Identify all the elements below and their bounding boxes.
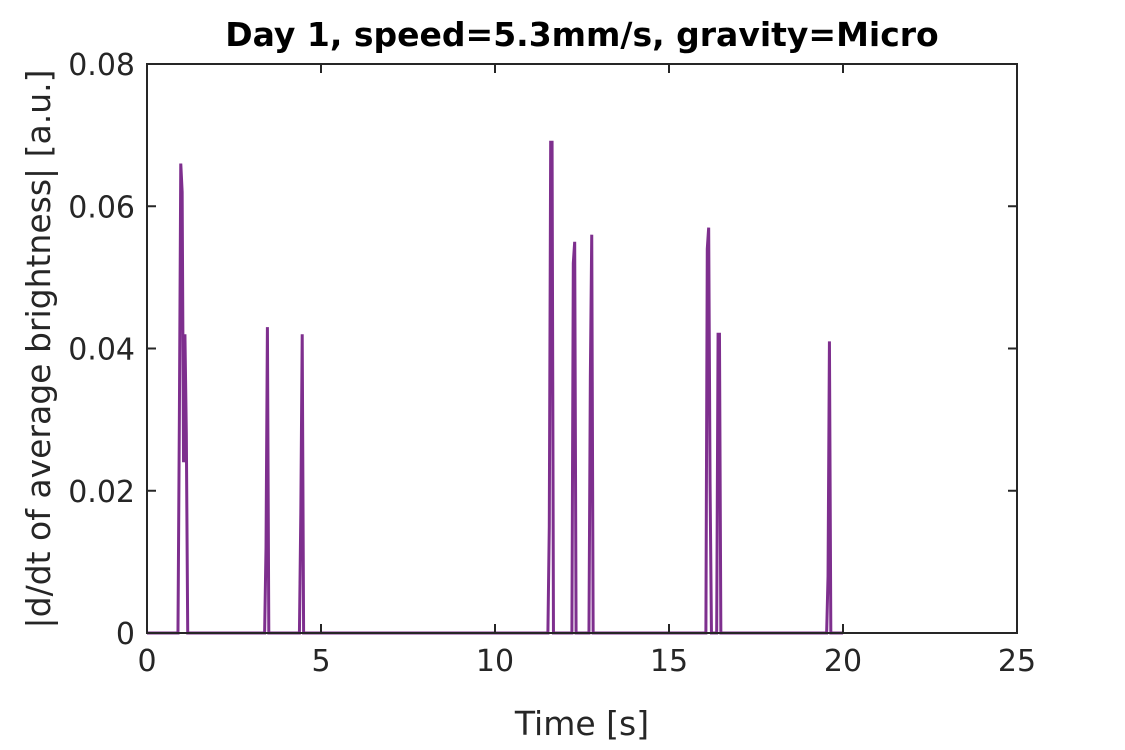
y-tick-label: 0.08 [68, 48, 135, 83]
x-tick-label: 5 [311, 644, 330, 679]
y-tick-label: 0.06 [68, 190, 135, 225]
x-tick-label: 10 [476, 644, 514, 679]
x-tick-label: 20 [824, 644, 862, 679]
plot-area: 0 5 10 15 20 25 0 0.02 0.04 0.06 0.08 [68, 48, 1036, 679]
x-tick-label: 0 [137, 644, 156, 679]
y-tick-label: 0.04 [68, 333, 135, 368]
axes-box [146, 63, 1018, 634]
y-axis-label: |d/dt of average brightness| [a.u.] [19, 69, 58, 628]
x-tick-label: 25 [998, 644, 1036, 679]
chart-title: Day 1, speed=5.3mm/s, gravity=Micro [225, 15, 938, 54]
x-tick-label: 15 [650, 644, 688, 679]
y-tick-label: 0 [116, 617, 135, 652]
y-tick-label: 0.02 [68, 475, 135, 510]
x-axis-label: Time [s] [514, 704, 649, 743]
series-line-0 [147, 140, 843, 635]
